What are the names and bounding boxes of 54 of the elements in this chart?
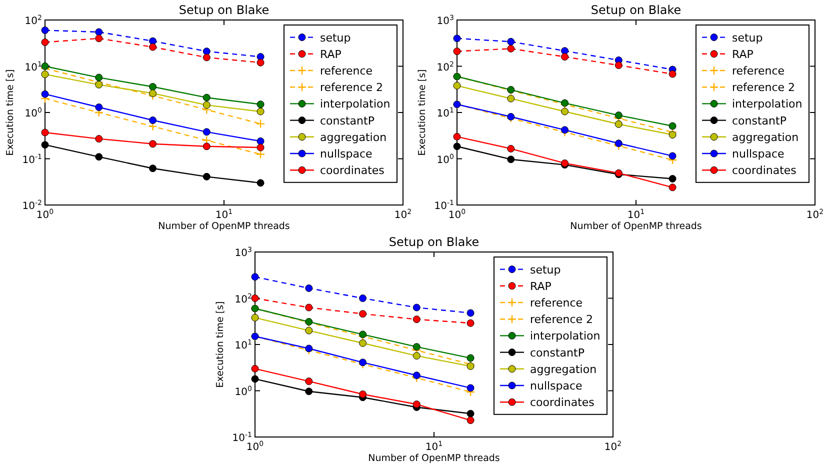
x-tick-label: 10$^{1}$ — [627, 208, 645, 221]
y-axis-title: Execution time [s] — [5, 69, 16, 156]
y-tick-label: 10$^{1}$ — [234, 338, 252, 352]
legend-label: reference 2 — [732, 81, 796, 94]
y-tick-label: 10$^{3}$ — [436, 14, 454, 27]
legend-label: nullspace — [530, 380, 583, 392]
y-tick-label: 10$^{3}$ — [234, 246, 252, 259]
legend-label: coordinates — [732, 164, 797, 178]
legend-label: constantP — [732, 114, 787, 128]
legend-label: constantP — [320, 114, 375, 128]
x-tick-label: 10$^{2}$ — [604, 440, 622, 453]
y-tick-label: 10$^{2}$ — [234, 292, 252, 306]
legend-label: coordinates — [530, 396, 595, 410]
legend-label: setup — [530, 263, 561, 276]
legend-label: reference — [732, 64, 785, 78]
x-tick-label: 10$^{1}$ — [215, 208, 233, 221]
y-axis-title: Execution time [s] — [215, 301, 226, 388]
legend-label: reference — [530, 296, 583, 310]
y-tick-label: 10$^{2}$ — [436, 60, 454, 74]
x-tick-label: 10$^{2}$ — [394, 208, 412, 221]
x-tick-label: 10$^{1}$ — [425, 440, 443, 453]
legend-label: reference — [320, 64, 373, 78]
legend-label: RAP — [732, 48, 754, 61]
legend-label: RAP — [530, 280, 552, 293]
y-tick-label: 10$^{1}$ — [436, 106, 454, 120]
y-tick-label: 10$^{0}$ — [234, 384, 252, 398]
legend-label: interpolation — [530, 330, 600, 343]
legend-label: aggregation — [732, 130, 799, 144]
legend-label: coordinates — [320, 164, 385, 178]
legend-label: aggregation — [530, 362, 597, 376]
chart-title: Setup on Blake — [590, 3, 682, 17]
legend-label: setup — [732, 31, 763, 44]
legend-label: aggregation — [320, 130, 387, 144]
legend-label: nullspace — [320, 148, 373, 160]
y-tick-label: 10$^{0}$ — [436, 152, 454, 166]
y-tick-label: 10$^{2}$ — [24, 14, 42, 27]
x-axis-title: Number of OpenMP threads — [368, 453, 500, 464]
legend-label: nullspace — [732, 148, 785, 160]
y-tick-label: 10$^{1}$ — [24, 60, 42, 74]
legend-label: reference 2 — [530, 313, 594, 326]
legend-label: interpolation — [320, 98, 390, 111]
y-tick-label: 10$^{-1}$ — [22, 152, 42, 166]
legend-label: interpolation — [732, 98, 802, 111]
legend-label: RAP — [320, 48, 342, 61]
x-axis-title: Number of OpenMP threads — [570, 221, 702, 232]
x-axis-title: Number of OpenMP threads — [158, 221, 290, 232]
legend-label: constantP — [530, 346, 585, 360]
x-tick-label: 10$^{2}$ — [806, 208, 824, 221]
y-tick-label: 10$^{0}$ — [24, 106, 42, 120]
y-axis-title: Execution time [s] — [417, 69, 428, 156]
legend-label: setup — [320, 31, 351, 44]
chart-title: Setup on Blake — [388, 235, 480, 249]
legend-label: reference 2 — [320, 81, 384, 94]
chart-title: Setup on Blake — [178, 3, 270, 17]
